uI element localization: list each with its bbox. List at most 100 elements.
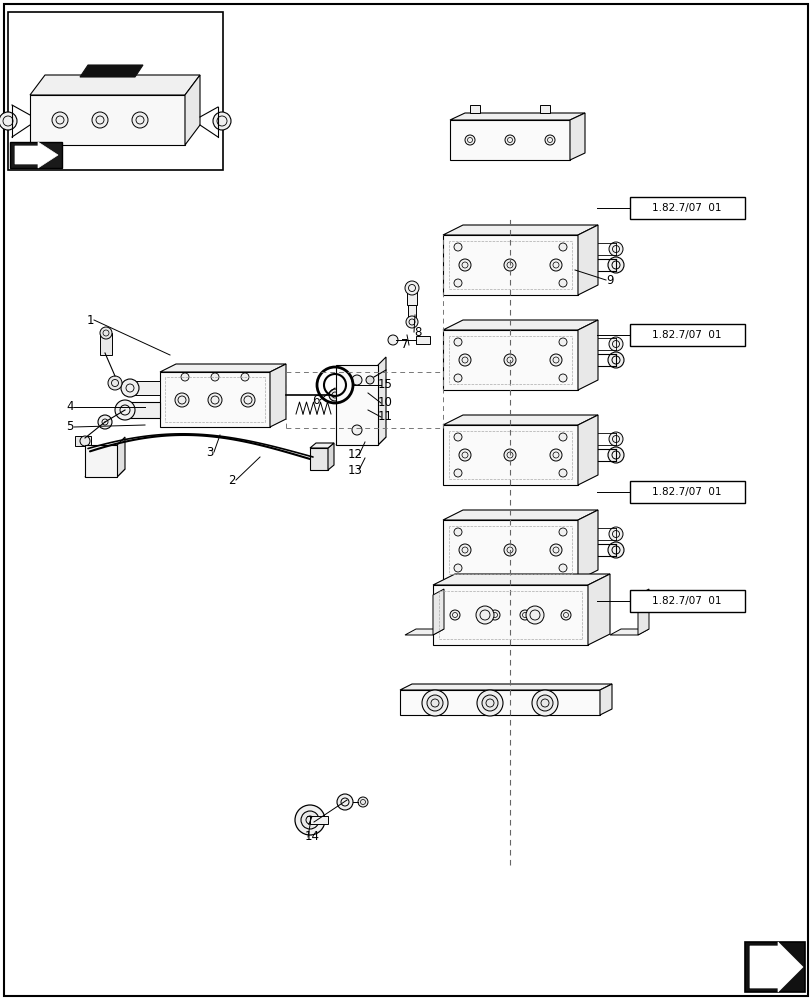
- Bar: [75, 436, 91, 446]
- Bar: [100, 333, 112, 355]
- Circle shape: [0, 112, 17, 130]
- Circle shape: [328, 389, 341, 401]
- Circle shape: [366, 376, 374, 384]
- Polygon shape: [443, 235, 577, 295]
- Polygon shape: [609, 629, 648, 635]
- Circle shape: [211, 373, 219, 381]
- Circle shape: [504, 135, 514, 145]
- Circle shape: [544, 135, 554, 145]
- Circle shape: [549, 449, 561, 461]
- Circle shape: [475, 606, 493, 624]
- Circle shape: [358, 797, 367, 807]
- Polygon shape: [310, 443, 333, 448]
- Circle shape: [607, 542, 623, 558]
- Polygon shape: [117, 437, 125, 477]
- Text: 10: 10: [377, 396, 392, 410]
- Circle shape: [558, 433, 566, 441]
- Circle shape: [453, 469, 461, 477]
- Circle shape: [608, 432, 622, 446]
- Polygon shape: [30, 95, 185, 145]
- Polygon shape: [30, 75, 200, 95]
- Text: 1.82.7/07  01: 1.82.7/07 01: [651, 596, 721, 606]
- Circle shape: [558, 279, 566, 287]
- Circle shape: [560, 610, 570, 620]
- Circle shape: [337, 794, 353, 810]
- Circle shape: [558, 564, 566, 572]
- Circle shape: [607, 257, 623, 273]
- Circle shape: [504, 259, 515, 271]
- Circle shape: [549, 259, 561, 271]
- Circle shape: [175, 393, 189, 407]
- Polygon shape: [406, 288, 417, 305]
- Circle shape: [558, 528, 566, 536]
- Circle shape: [608, 337, 622, 351]
- Bar: [415, 336, 430, 344]
- Circle shape: [80, 436, 90, 446]
- Circle shape: [427, 695, 443, 711]
- Polygon shape: [378, 357, 385, 445]
- Circle shape: [406, 316, 418, 328]
- Circle shape: [108, 376, 122, 390]
- Circle shape: [607, 352, 623, 368]
- Text: 11: 11: [377, 410, 392, 424]
- Circle shape: [504, 354, 515, 366]
- Polygon shape: [749, 942, 802, 992]
- Circle shape: [301, 811, 319, 829]
- Polygon shape: [432, 589, 444, 635]
- Circle shape: [52, 112, 68, 128]
- Circle shape: [453, 338, 461, 346]
- Polygon shape: [587, 574, 609, 645]
- Polygon shape: [443, 330, 577, 390]
- Circle shape: [181, 373, 189, 381]
- Circle shape: [92, 112, 108, 128]
- Text: 3: 3: [206, 446, 213, 458]
- Polygon shape: [405, 629, 444, 635]
- Polygon shape: [449, 120, 569, 160]
- Polygon shape: [400, 690, 599, 715]
- Polygon shape: [270, 364, 285, 427]
- Polygon shape: [443, 425, 577, 485]
- Circle shape: [453, 374, 461, 382]
- Bar: [310, 816, 328, 824]
- Text: 8: 8: [414, 326, 421, 338]
- Circle shape: [458, 354, 470, 366]
- Circle shape: [489, 610, 500, 620]
- Polygon shape: [15, 142, 58, 168]
- Polygon shape: [577, 225, 597, 295]
- Circle shape: [453, 243, 461, 251]
- Bar: [10, 142, 62, 168]
- Circle shape: [458, 544, 470, 556]
- Circle shape: [465, 135, 474, 145]
- Polygon shape: [85, 445, 117, 477]
- Text: 7: 7: [401, 338, 408, 352]
- Polygon shape: [328, 443, 333, 470]
- Circle shape: [549, 544, 561, 556]
- Circle shape: [388, 335, 397, 345]
- Text: 6: 6: [312, 393, 320, 406]
- Circle shape: [504, 544, 515, 556]
- Text: 1: 1: [86, 314, 93, 326]
- Polygon shape: [577, 415, 597, 485]
- Circle shape: [558, 374, 566, 382]
- Polygon shape: [577, 320, 597, 390]
- Polygon shape: [432, 585, 587, 645]
- Bar: [629, 324, 744, 346]
- Polygon shape: [160, 372, 270, 427]
- Circle shape: [294, 805, 324, 835]
- Circle shape: [100, 327, 112, 339]
- Polygon shape: [637, 589, 648, 635]
- Text: 13: 13: [347, 464, 362, 477]
- Circle shape: [476, 690, 502, 716]
- Bar: [470, 105, 479, 113]
- Polygon shape: [443, 320, 597, 330]
- Polygon shape: [336, 365, 378, 445]
- Polygon shape: [130, 381, 160, 395]
- Circle shape: [115, 400, 135, 420]
- Circle shape: [531, 690, 557, 716]
- Text: 1.82.7/07  01: 1.82.7/07 01: [651, 487, 721, 497]
- Polygon shape: [432, 574, 609, 585]
- Circle shape: [458, 259, 470, 271]
- Circle shape: [98, 415, 112, 429]
- Polygon shape: [407, 305, 415, 322]
- Bar: [744, 942, 804, 992]
